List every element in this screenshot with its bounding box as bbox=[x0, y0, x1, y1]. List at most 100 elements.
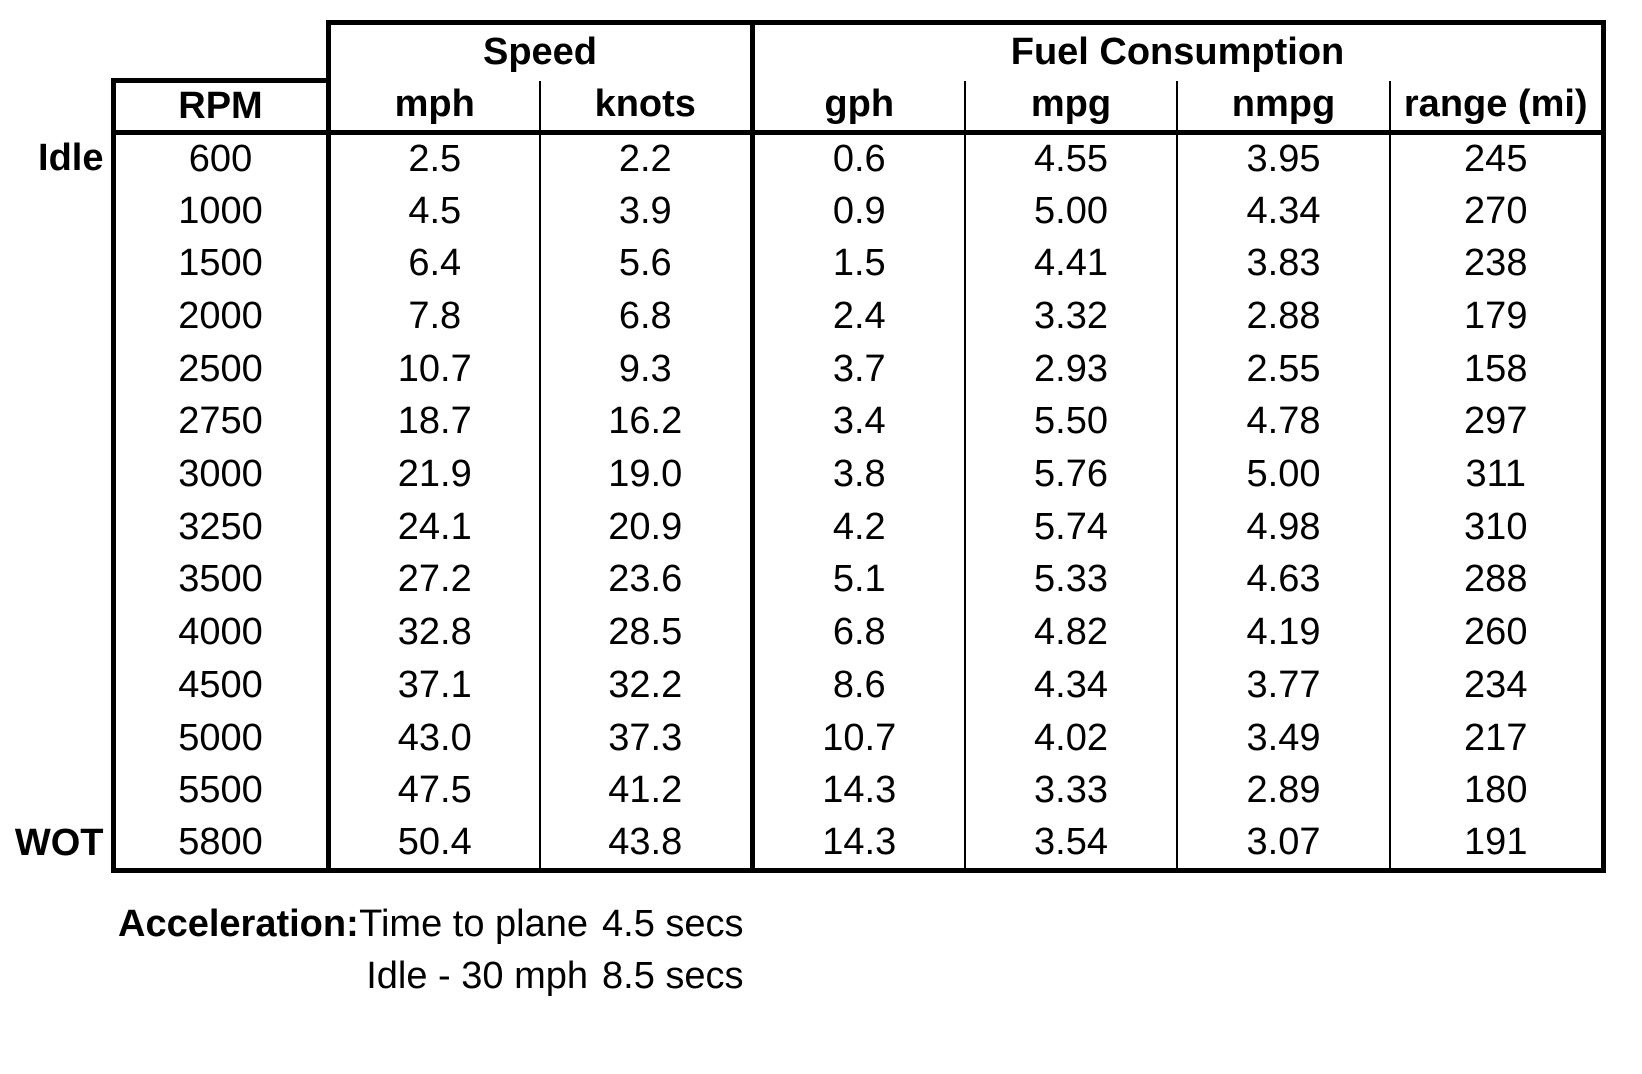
row-label: Idle bbox=[38, 136, 104, 179]
cell-knots: 23.6 bbox=[539, 554, 752, 607]
cell-mpg: 4.34 bbox=[964, 659, 1177, 713]
group-header-row: Speed Fuel Consumption bbox=[0, 20, 1606, 81]
cell-gph: 14.3 bbox=[749, 764, 965, 818]
cell-mph: 24.1 bbox=[325, 501, 540, 554]
performance-table: Speed Fuel Consumption RPM mph knots gph… bbox=[0, 20, 1606, 873]
row-label bbox=[0, 343, 113, 396]
cell-range: 238 bbox=[1389, 237, 1606, 291]
cell-gph: 5.1 bbox=[749, 554, 965, 607]
cell-nmpg: 4.34 bbox=[1176, 185, 1390, 238]
cell-mph: 4.5 bbox=[325, 185, 540, 238]
cell-knots: 6.8 bbox=[539, 290, 752, 344]
column-header-nmpg: nmpg bbox=[1176, 80, 1390, 135]
acceleration-heading: Acceleration: bbox=[118, 902, 359, 945]
cell-mph: 32.8 bbox=[325, 606, 540, 660]
cell-knots: 16.2 bbox=[539, 395, 752, 449]
cell-gph: 8.6 bbox=[749, 659, 965, 713]
cell-nmpg: 2.55 bbox=[1176, 343, 1390, 396]
cell-range: 288 bbox=[1389, 554, 1606, 607]
column-header-range: range (mi) bbox=[1389, 80, 1606, 135]
cell-nmpg: 4.98 bbox=[1176, 501, 1390, 554]
row-label-spacer bbox=[0, 81, 113, 133]
cell-rpm: 1500 bbox=[110, 237, 328, 291]
cell-rpm: 600 bbox=[110, 132, 328, 186]
cell-gph: 0.6 bbox=[749, 132, 965, 186]
cell-gph: 2.4 bbox=[749, 290, 965, 344]
cell-mpg: 4.55 bbox=[964, 132, 1177, 186]
cell-rpm: 1000 bbox=[110, 185, 328, 238]
cell-rpm: 2500 bbox=[110, 343, 328, 396]
cell-mpg: 4.02 bbox=[964, 712, 1177, 765]
cell-knots: 20.9 bbox=[539, 501, 752, 554]
row-label bbox=[0, 712, 113, 765]
row-label bbox=[0, 291, 113, 344]
table-row: 3250 24.1 20.9 4.2 5.74 4.98 310 bbox=[0, 501, 1606, 554]
table-row: WOT 5800 50.4 43.8 14.3 3.54 3.07 191 bbox=[0, 817, 1606, 873]
cell-mpg: 5.50 bbox=[964, 395, 1177, 449]
cell-knots: 43.8 bbox=[539, 817, 752, 873]
cell-gph: 3.8 bbox=[749, 448, 965, 502]
cell-range: 311 bbox=[1389, 448, 1606, 502]
cell-rpm: 5800 bbox=[110, 817, 328, 873]
cell-rpm: 3500 bbox=[110, 554, 328, 607]
acceleration-row: Idle - 30 mph 8.5 secs bbox=[118, 955, 1642, 1007]
cell-knots: 5.6 bbox=[539, 237, 752, 291]
column-header-gph: gph bbox=[749, 80, 965, 135]
row-label: WOT bbox=[14, 821, 104, 864]
table-row: 1500 6.4 5.6 1.5 4.41 3.83 238 bbox=[0, 237, 1606, 291]
cell-rpm: 2000 bbox=[110, 290, 328, 344]
cell-mph: 6.4 bbox=[325, 237, 540, 291]
column-header-mpg: mpg bbox=[964, 80, 1177, 135]
cell-mpg: 5.74 bbox=[964, 501, 1177, 554]
cell-mph: 47.5 bbox=[325, 764, 540, 818]
cell-mph: 27.2 bbox=[325, 554, 540, 607]
cell-gph: 14.3 bbox=[749, 817, 965, 873]
cell-range: 270 bbox=[1389, 185, 1606, 238]
rpm-header-spacer bbox=[113, 23, 328, 81]
cell-range: 245 bbox=[1389, 132, 1606, 186]
cell-rpm: 2750 bbox=[110, 395, 328, 449]
cell-range: 191 bbox=[1389, 817, 1606, 873]
cell-mph: 50.4 bbox=[325, 817, 540, 873]
cell-gph: 0.9 bbox=[749, 185, 965, 238]
table-row: 2750 18.7 16.2 3.4 5.50 4.78 297 bbox=[0, 395, 1606, 449]
cell-nmpg: 3.77 bbox=[1176, 659, 1390, 713]
cell-nmpg: 4.78 bbox=[1176, 395, 1390, 449]
row-label bbox=[0, 554, 113, 607]
cell-nmpg: 3.83 bbox=[1176, 237, 1390, 291]
cell-gph: 1.5 bbox=[749, 237, 965, 291]
table-row: 1000 4.5 3.9 0.9 5.00 4.34 270 bbox=[0, 185, 1606, 238]
table-row: 3000 21.9 19.0 3.8 5.76 5.00 311 bbox=[0, 448, 1606, 502]
cell-nmpg: 2.88 bbox=[1176, 290, 1390, 344]
cell-mpg: 3.33 bbox=[964, 764, 1177, 818]
cell-gph: 6.8 bbox=[749, 606, 965, 660]
row-label bbox=[0, 501, 113, 554]
cell-mpg: 2.93 bbox=[964, 343, 1177, 396]
cell-rpm: 3000 bbox=[110, 448, 328, 502]
column-header-mph: mph bbox=[325, 80, 540, 135]
row-label-spacer bbox=[0, 23, 113, 81]
cell-knots: 28.5 bbox=[539, 606, 752, 660]
cell-knots: 3.9 bbox=[539, 185, 752, 238]
cell-mph: 18.7 bbox=[325, 395, 540, 449]
cell-mph: 7.8 bbox=[325, 290, 540, 344]
cell-range: 180 bbox=[1389, 764, 1606, 818]
cell-nmpg: 3.95 bbox=[1176, 132, 1390, 186]
row-label bbox=[0, 238, 113, 291]
cell-gph: 4.2 bbox=[749, 501, 965, 554]
row-label bbox=[0, 659, 113, 712]
cell-knots: 19.0 bbox=[539, 448, 752, 502]
table-row: 2000 7.8 6.8 2.4 3.32 2.88 179 bbox=[0, 290, 1606, 344]
cell-range: 310 bbox=[1389, 501, 1606, 554]
cell-range: 217 bbox=[1389, 712, 1606, 765]
table-row: 5500 47.5 41.2 14.3 3.33 2.89 180 bbox=[0, 764, 1606, 818]
cell-mpg: 3.32 bbox=[964, 290, 1177, 344]
cell-rpm: 5000 bbox=[110, 712, 328, 765]
cell-knots: 37.3 bbox=[539, 712, 752, 765]
row-label bbox=[0, 185, 113, 238]
column-header-rpm: RPM bbox=[110, 78, 328, 135]
cell-mpg: 3.54 bbox=[964, 817, 1177, 873]
acceleration-item-name: Idle - 30 mph bbox=[366, 954, 588, 997]
cell-mpg: 5.76 bbox=[964, 448, 1177, 502]
column-header-row: RPM mph knots gph mpg nmpg range (mi) bbox=[0, 78, 1606, 135]
